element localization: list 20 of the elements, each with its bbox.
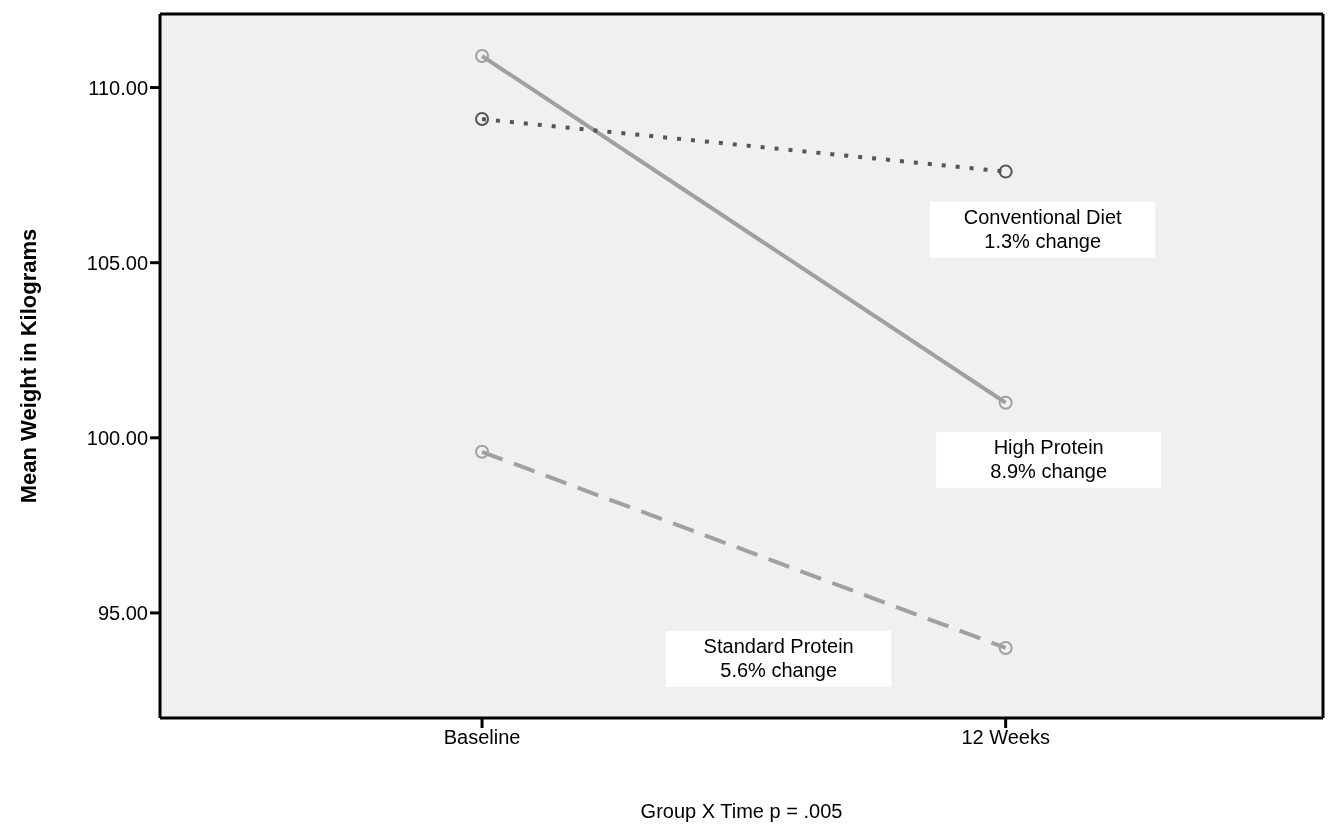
point xyxy=(998,164,1013,179)
x-axis-title: Group X Time p = .005 xyxy=(640,800,843,822)
point xyxy=(475,49,490,64)
y-tick-label: 95.00 xyxy=(97,602,148,625)
point xyxy=(998,640,1013,655)
x-tick-label: Baseline xyxy=(443,726,521,749)
annotation: 1.3% change xyxy=(984,229,1102,252)
annotation: 8.9% change xyxy=(990,459,1108,482)
point xyxy=(475,112,490,127)
series-label: High Protein xyxy=(993,435,1104,458)
y-tick-label: 105.00 xyxy=(86,251,148,274)
annotation: 5.6% change xyxy=(720,658,838,681)
y-axis-title: Mean Weight in Kilograms xyxy=(15,228,41,504)
point xyxy=(998,395,1013,410)
x-tick-label: 12 Weeks xyxy=(961,726,1050,749)
text: Standard Protein xyxy=(703,634,854,657)
point xyxy=(475,444,490,459)
y-tick-label: 100.00 xyxy=(86,426,148,449)
series-label: Conventional Diet xyxy=(963,205,1123,228)
y-tick-label: 110.00 xyxy=(88,76,148,99)
